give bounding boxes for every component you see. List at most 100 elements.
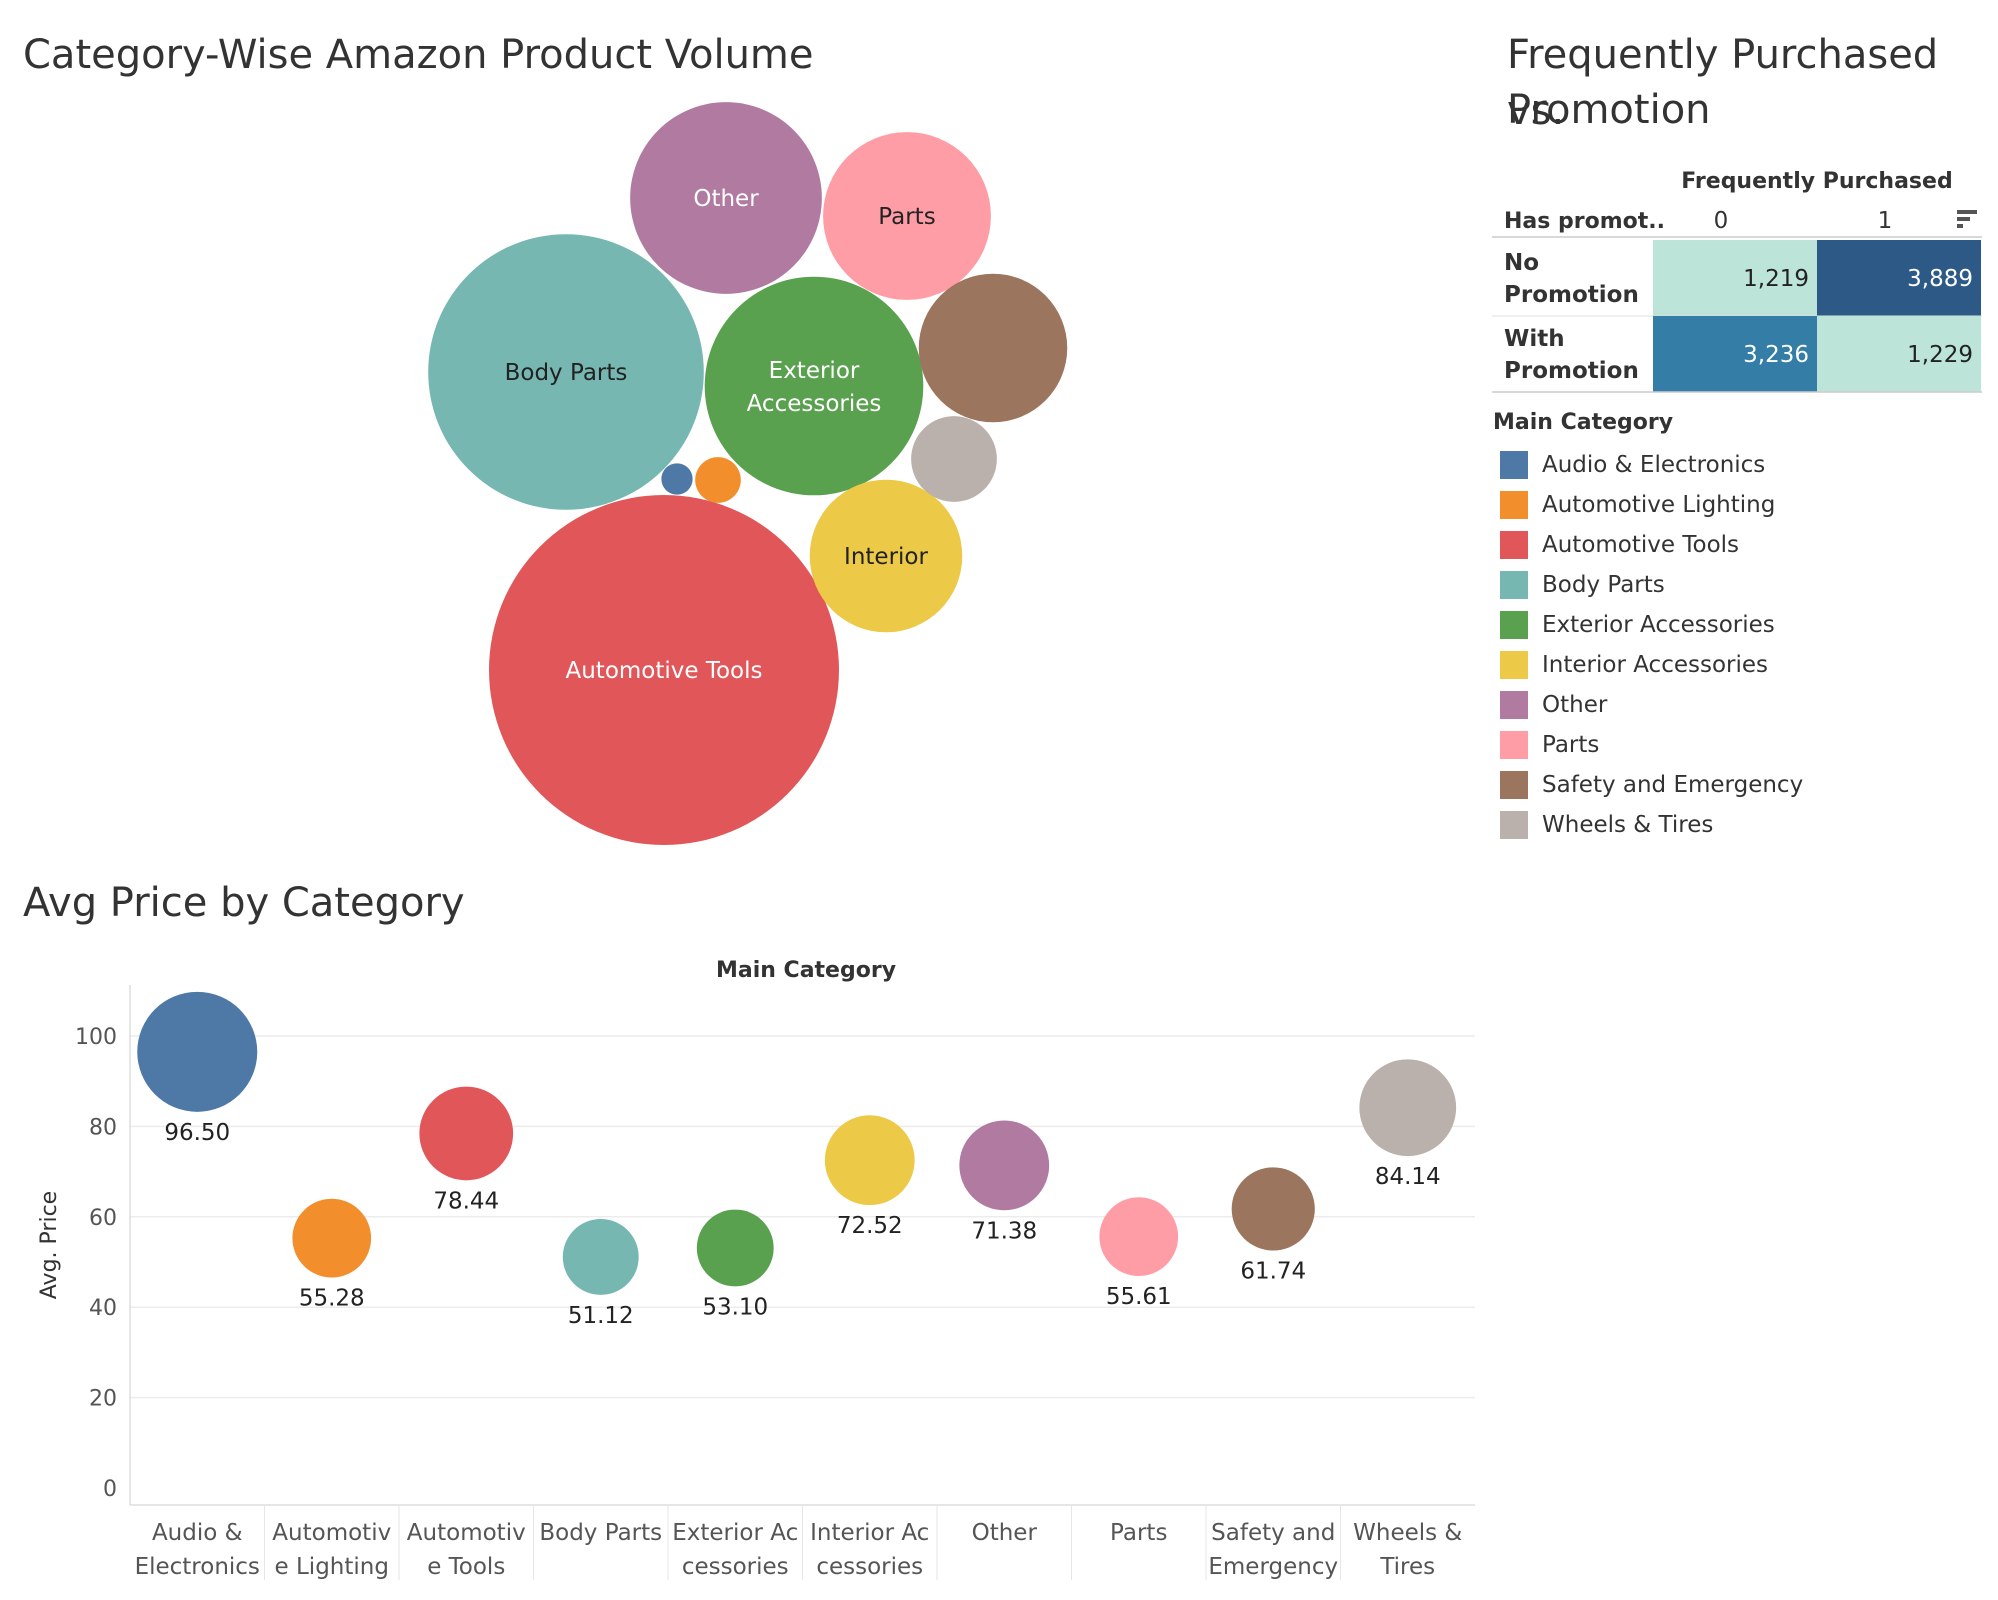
legend-swatch xyxy=(1500,491,1528,519)
legend-swatch xyxy=(1500,451,1528,479)
price-point[interactable] xyxy=(1231,1167,1315,1251)
legend-swatch xyxy=(1500,571,1528,599)
y-tick-label: 80 xyxy=(89,1115,117,1140)
avg-price-chart-title: Avg Price by Category xyxy=(23,880,465,926)
legend-item[interactable]: Automotive Lighting xyxy=(1493,485,1803,525)
x-tick-label: Safety and xyxy=(1211,1520,1335,1546)
price-data-label: 72.52 xyxy=(837,1213,903,1239)
heatmap-column-1: 1 xyxy=(1878,208,1893,234)
heatmap-cell-value-0-1: 3,889 xyxy=(1907,266,1973,292)
y-tick-label: 60 xyxy=(89,1206,117,1231)
price-point[interactable] xyxy=(137,991,258,1112)
y-tick-label: 0 xyxy=(103,1477,117,1502)
legend-item[interactable]: Body Parts xyxy=(1493,565,1803,605)
heatmap-cell-value-0-0: 1,219 xyxy=(1743,266,1809,292)
legend-swatch xyxy=(1500,811,1528,839)
x-tick-label: Other xyxy=(972,1520,1038,1546)
heatmap-cell-0-1[interactable] xyxy=(1817,240,1981,316)
price-point[interactable] xyxy=(959,1120,1050,1211)
legend-label: Audio & Electronics xyxy=(1542,452,1766,478)
x-tick-label-line2: Electronics xyxy=(135,1554,260,1580)
legend-item[interactable]: Other xyxy=(1493,685,1803,725)
heatmap-row-label-0-2: Promotion xyxy=(1504,282,1639,308)
legend-label: Wheels & Tires xyxy=(1542,812,1714,838)
heatmap-column-0: 0 xyxy=(1714,208,1729,234)
sort-icon[interactable] xyxy=(1957,210,1977,228)
bubble-audio-electronics[interactable] xyxy=(661,463,693,495)
legend-swatch xyxy=(1500,531,1528,559)
price-point[interactable] xyxy=(562,1218,639,1295)
price-data-label: 55.28 xyxy=(299,1285,365,1311)
legend-swatch xyxy=(1500,691,1528,719)
x-tick-label: Interior Ac xyxy=(810,1520,929,1546)
price-point[interactable] xyxy=(1359,1059,1457,1157)
x-tick-label: Wheels & xyxy=(1353,1520,1462,1546)
bubble-safety-and-emergency[interactable] xyxy=(918,273,1068,423)
x-axis-title: Main Category xyxy=(716,958,896,983)
category-legend: Main Category Audio & Electronics Automot… xyxy=(1493,410,1803,845)
heatmap-row-label-1-2: Promotion xyxy=(1504,358,1639,384)
x-tick-label: Parts xyxy=(1110,1520,1167,1546)
heatmap-row-label-1-1: With xyxy=(1504,326,1565,352)
x-tick-label: Exterior Ac xyxy=(672,1520,798,1546)
price-data-label: 78.44 xyxy=(433,1188,499,1214)
bubble-other[interactable] xyxy=(630,102,822,294)
price-point[interactable] xyxy=(696,1209,774,1287)
heatmap-row-header: Has promot.. xyxy=(1504,209,1665,234)
heatmap-title-line2: Promotion xyxy=(1507,87,1711,133)
legend-item[interactable]: Exterior Accessories xyxy=(1493,605,1803,645)
heatmap-cell-value-1-0: 3,236 xyxy=(1743,342,1809,368)
y-tick-label: 100 xyxy=(75,1025,117,1050)
legend-label: Parts xyxy=(1542,732,1600,758)
x-tick-label: Body Parts xyxy=(539,1520,662,1546)
legend-item[interactable]: Safety and Emergency xyxy=(1493,765,1803,805)
bubble-label-body-parts: Body Parts xyxy=(505,360,628,386)
bubble-chart-title: Category-Wise Amazon Product Volume xyxy=(23,32,814,78)
price-point[interactable] xyxy=(292,1198,372,1278)
x-tick-label: Audio & xyxy=(152,1520,243,1546)
y-tick-label: 40 xyxy=(89,1296,117,1321)
legend-swatch xyxy=(1500,771,1528,799)
legend-item[interactable]: Interior Accessories xyxy=(1493,645,1803,685)
bubble-body-parts[interactable] xyxy=(428,234,704,510)
legend-label: Body Parts xyxy=(1542,572,1665,598)
y-tick-label: 20 xyxy=(89,1387,117,1412)
bubble-parts[interactable] xyxy=(823,132,991,300)
bubble-label-exterior-accessories-2: Accessories xyxy=(747,391,882,417)
legend-item[interactable]: Wheels & Tires xyxy=(1493,805,1803,845)
legend-swatch xyxy=(1500,731,1528,759)
heatmap-cell-1-1[interactable] xyxy=(1817,316,1981,392)
x-tick-label-line2: Emergency xyxy=(1208,1554,1338,1580)
legend-label: Automotive Tools xyxy=(1542,532,1740,558)
x-tick-label-line2: cessories xyxy=(682,1554,789,1580)
bubble-wheels-tires[interactable] xyxy=(911,416,997,502)
heatmap-title-line1: Frequently Purchased vs. xyxy=(1507,32,1939,134)
price-point[interactable] xyxy=(419,1086,514,1181)
price-data-label: 61.74 xyxy=(1240,1259,1306,1285)
heatmap-column-header: Frequently Purchased xyxy=(1681,169,1952,194)
legend-label: Automotive Lighting xyxy=(1542,492,1776,518)
bubble-label-parts: Parts xyxy=(878,204,935,230)
legend-item[interactable]: Automotive Tools xyxy=(1493,525,1803,565)
heatmap-cell-0-0[interactable] xyxy=(1653,240,1817,316)
heatmap-cell-1-0[interactable] xyxy=(1653,316,1817,392)
price-data-label: 71.38 xyxy=(971,1218,1037,1244)
price-point[interactable] xyxy=(824,1115,915,1206)
price-data-label: 53.10 xyxy=(702,1294,768,1320)
legend-label: Safety and Emergency xyxy=(1542,772,1804,798)
price-data-label: 51.12 xyxy=(568,1303,634,1329)
bubble-exterior-accessories[interactable] xyxy=(704,276,924,496)
legend-item[interactable]: Parts xyxy=(1493,725,1803,765)
price-data-label: 96.50 xyxy=(164,1120,230,1146)
price-point[interactable] xyxy=(1099,1197,1179,1276)
bubble-label-other: Other xyxy=(693,186,759,212)
bubble-automotive-tools[interactable] xyxy=(489,495,839,845)
bubble-label-exterior-accessories-1: Exterior xyxy=(769,358,860,384)
bubble-interior-accessories[interactable] xyxy=(809,479,963,633)
bubble-label-interior-accessories: Interior xyxy=(844,544,928,570)
legend-label: Exterior Accessories xyxy=(1542,612,1775,638)
x-tick-label: Automotiv xyxy=(272,1520,391,1546)
legend-item[interactable]: Audio & Electronics xyxy=(1493,445,1803,485)
bubble-automotive-lighting[interactable] xyxy=(695,457,741,503)
price-data-label: 84.14 xyxy=(1375,1164,1441,1190)
